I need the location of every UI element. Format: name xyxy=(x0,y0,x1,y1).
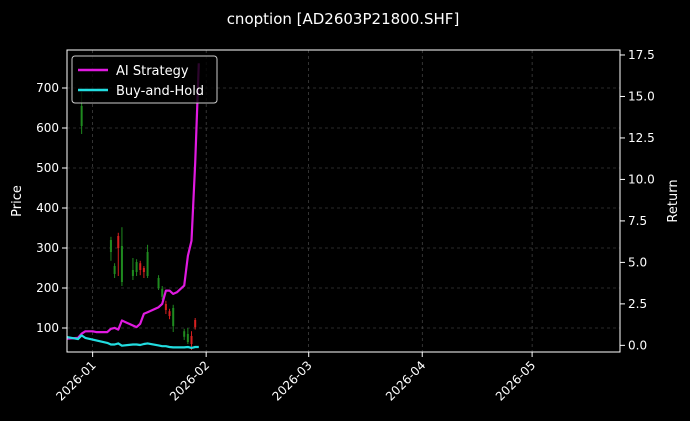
y-right-tick-label: 12.5 xyxy=(628,131,655,145)
plot-area-frame xyxy=(66,49,621,353)
y-left-tick-label: 400 xyxy=(36,201,59,215)
y-right-tick-label: 10.0 xyxy=(628,172,655,186)
candle-body xyxy=(135,262,138,272)
legend-box xyxy=(71,55,218,104)
grid xyxy=(67,50,620,352)
y-axis-right: 0.0 2.5 5.0 7.5 10.0 12.5 15.0 17.5 xyxy=(620,48,655,352)
candle-body xyxy=(146,252,149,276)
candle-body xyxy=(139,263,142,270)
y-left-tick-label: 500 xyxy=(36,161,59,175)
candle-body xyxy=(164,304,167,310)
ai-strategy-line xyxy=(66,63,200,340)
candle-body xyxy=(161,288,164,297)
y-left-tick-label: 600 xyxy=(36,121,59,135)
candle-body xyxy=(109,240,112,252)
chart-title: cnoption [AD2603P21800.SHF] xyxy=(227,10,460,28)
buy-and-hold-line xyxy=(66,334,199,349)
candle-body xyxy=(194,320,197,328)
legend-label-ai-strategy: AI Strategy xyxy=(116,64,189,79)
y-right-tick-label: 7.5 xyxy=(628,214,647,228)
candle-body xyxy=(183,331,186,337)
candle-body xyxy=(117,236,120,248)
candle-body xyxy=(142,268,145,272)
y-axis-left: 100 200 300 400 500 600 700 xyxy=(36,81,67,335)
candle-body xyxy=(113,266,116,274)
candle-body xyxy=(131,270,134,276)
candle-body xyxy=(80,106,83,126)
y-right-tick-label: 17.5 xyxy=(628,48,655,62)
candle-body xyxy=(186,334,189,342)
candle-body xyxy=(120,246,123,282)
y-left-tick-label: 100 xyxy=(36,321,59,335)
legend-label-buy-and-hold: Buy-and-Hold xyxy=(116,84,204,99)
candle-body xyxy=(190,336,193,344)
candle-body xyxy=(172,308,175,326)
candle-body xyxy=(168,311,171,316)
y-axis-left-label: Price xyxy=(10,185,25,217)
legend: AI Strategy Buy-and-Hold xyxy=(71,55,218,104)
y-right-tick-label: 2.5 xyxy=(628,297,647,311)
y-right-tick-label: 5.0 xyxy=(628,255,647,269)
candle-body xyxy=(157,278,160,288)
y-right-tick-label: 0.0 xyxy=(628,338,647,352)
y-left-tick-label: 300 xyxy=(36,241,59,255)
y-right-tick-label: 15.0 xyxy=(628,89,655,103)
y-left-tick-label: 200 xyxy=(36,281,59,295)
y-axis-right-label: Return xyxy=(666,179,681,222)
y-left-tick-label: 700 xyxy=(36,81,59,95)
strategy-lines xyxy=(66,63,200,349)
